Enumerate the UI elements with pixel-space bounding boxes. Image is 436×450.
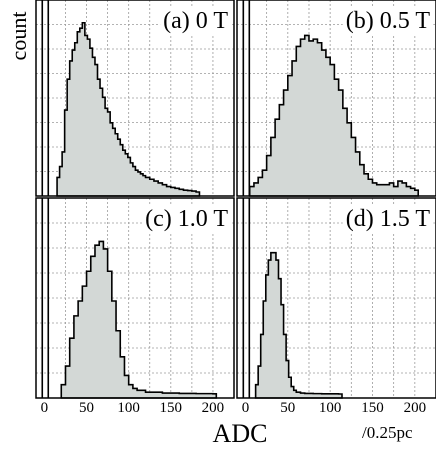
histogram-series xyxy=(56,21,201,197)
pedestal-peak xyxy=(242,0,251,196)
panel-d: (d) 1.5 T xyxy=(236,197,436,399)
x-ticks: 0 50 100 150 200 0 50 100 150 200 xyxy=(41,400,426,416)
panel-label-background xyxy=(342,7,434,35)
x-tick-label: 50 xyxy=(280,400,295,416)
panel-frame xyxy=(236,197,436,399)
pedestal-peak xyxy=(41,0,50,196)
panel-frame xyxy=(236,0,436,197)
histogram-series xyxy=(60,240,218,399)
x-tick-label: 50 xyxy=(79,400,94,416)
x-tick-label: 100 xyxy=(319,400,342,416)
panel-c: (c) 1.0 T xyxy=(35,197,235,399)
x-tick-label: 200 xyxy=(404,400,427,416)
y-axis-label: count xyxy=(6,12,31,61)
panel-label-background xyxy=(160,7,232,35)
histogram-series xyxy=(254,251,343,399)
histogram-series xyxy=(248,34,420,197)
pedestal-peak xyxy=(242,198,251,398)
x-tick-label: 0 xyxy=(41,400,49,416)
x-tick-label: 200 xyxy=(202,400,225,416)
unit-label: /0.25pc xyxy=(362,423,413,442)
panel-label-background xyxy=(342,205,434,233)
x-tick-label: 150 xyxy=(361,400,384,416)
panel-frame xyxy=(35,197,235,399)
panel-label: (a) 0 T xyxy=(163,8,228,34)
panel-b: (b) 0.5 T xyxy=(236,0,436,197)
x-tick-label: 0 xyxy=(242,400,250,416)
panel-a: (a) 0 T xyxy=(35,0,235,197)
x-tick-label: 150 xyxy=(160,400,183,416)
x-axis-label: ADC xyxy=(213,419,268,448)
pedestal-peak xyxy=(41,198,50,398)
panel-frame xyxy=(35,0,235,197)
panel-label: (c) 1.0 T xyxy=(145,206,228,232)
panels: (a) 0 T (b) 0.5 T (c) 1.0 T (d) 1.5 T xyxy=(35,0,436,399)
panel-label-background xyxy=(142,205,232,233)
panel-label: (d) 1.5 T xyxy=(346,206,431,232)
panel-label: (b) 0.5 T xyxy=(346,8,431,34)
x-tick-label: 100 xyxy=(117,400,140,416)
